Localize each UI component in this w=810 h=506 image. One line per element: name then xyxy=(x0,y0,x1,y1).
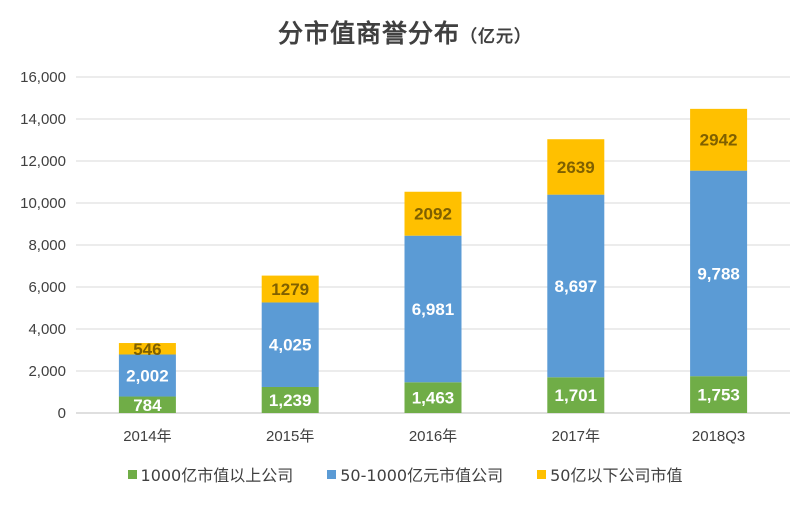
bar-small-cap-1 xyxy=(261,275,319,303)
x-tick-label: 2014年 xyxy=(123,428,171,445)
legend-swatch-large-cap xyxy=(127,469,137,479)
chart-title-text: 分市值商誉分布 xyxy=(277,19,460,48)
bar-small-cap-3 xyxy=(547,139,605,195)
bar-mid-cap-1 xyxy=(261,302,319,387)
y-tick-label: 2,000 xyxy=(28,363,66,380)
data-label-small-cap-2: 2092 xyxy=(414,205,452,224)
bar-large-cap-1 xyxy=(261,386,319,413)
bars xyxy=(118,108,748,413)
y-tick-label: 10,000 xyxy=(20,195,66,212)
x-tick-label: 2016年 xyxy=(409,428,457,445)
data-label-mid-cap-2: 6,981 xyxy=(412,300,455,319)
legend-swatch-small-cap xyxy=(537,469,547,479)
legend-item-small-cap: 50亿以下公司市值 xyxy=(537,462,682,486)
bar-mid-cap-2 xyxy=(404,235,462,383)
x-tick-label: 2017年 xyxy=(552,428,600,445)
data-label-small-cap-3: 2639 xyxy=(557,158,595,177)
y-tick-label: 6,000 xyxy=(28,279,66,296)
bar-mid-cap-3 xyxy=(547,194,605,378)
bar-mid-cap-0 xyxy=(118,354,176,397)
bar-small-cap-0 xyxy=(118,343,176,355)
y-tick-label: 16,000 xyxy=(20,69,66,86)
data-label-mid-cap-1: 4,025 xyxy=(269,336,312,355)
legend-label-mid-cap: 50-1000亿元市值公司 xyxy=(340,466,504,485)
bar-small-cap-4 xyxy=(690,108,748,171)
y-tick-label: 14,000 xyxy=(20,111,66,128)
data-label-mid-cap-3: 8,697 xyxy=(555,277,598,296)
y-tick-label: 4,000 xyxy=(28,321,66,338)
legend-label-small-cap: 50亿以下公司市值 xyxy=(550,466,683,485)
legend-item-mid-cap: 50-1000亿元市值公司 xyxy=(327,462,503,486)
legend-swatch-mid-cap xyxy=(327,469,337,479)
data-label-small-cap-1: 1279 xyxy=(271,280,309,299)
chart-title-unit: （亿元） xyxy=(460,27,532,47)
data-label-mid-cap-0: 2,002 xyxy=(126,367,169,386)
data-label-large-cap-3: 1,701 xyxy=(555,386,598,405)
x-tick-label: 2018Q3 xyxy=(692,428,745,445)
bar-large-cap-4 xyxy=(690,376,748,413)
bar-mid-cap-4 xyxy=(690,170,748,377)
data-label-large-cap-1: 1,239 xyxy=(269,391,312,410)
legend-label-large-cap: 1000亿市值以上公司 xyxy=(140,466,294,485)
y-tick-label: 12,000 xyxy=(20,153,66,170)
data-label-small-cap-0: 546 xyxy=(133,340,161,359)
data-label-large-cap-0: 784 xyxy=(133,396,162,415)
data-label-large-cap-4: 1,753 xyxy=(697,386,740,405)
y-axis-ticks: 0 2,000 4,000 6,000 8,000 10,000 12,000 14,000 1… xyxy=(20,69,66,422)
y-tick-label: 8,000 xyxy=(28,237,66,254)
chart-title: 分市值商誉分布（亿元） xyxy=(0,14,810,50)
data-label-mid-cap-4: 9,788 xyxy=(697,264,740,283)
bar-large-cap-0 xyxy=(118,396,176,413)
data-label-large-cap-2: 1,463 xyxy=(412,389,455,408)
x-axis-ticks: 2014年 2015年 2016年 2017年 2018Q3 xyxy=(123,428,745,445)
data-labels: 784 2,002 546 1,239 4,025 1279 1,463 6,981 2092 1… xyxy=(126,131,740,415)
legend-item-large-cap: 1000亿市值以上公司 xyxy=(127,462,294,486)
y-tick-label: 0 xyxy=(58,405,66,422)
bar-large-cap-2 xyxy=(404,382,462,413)
bar-small-cap-2 xyxy=(404,191,462,236)
bar-large-cap-3 xyxy=(547,377,605,413)
x-tick-label: 2015年 xyxy=(266,428,314,445)
legend: 1000亿市值以上公司 50-1000亿元市值公司 50亿以下公司市值 xyxy=(0,462,810,486)
data-label-small-cap-4: 2942 xyxy=(700,131,738,150)
